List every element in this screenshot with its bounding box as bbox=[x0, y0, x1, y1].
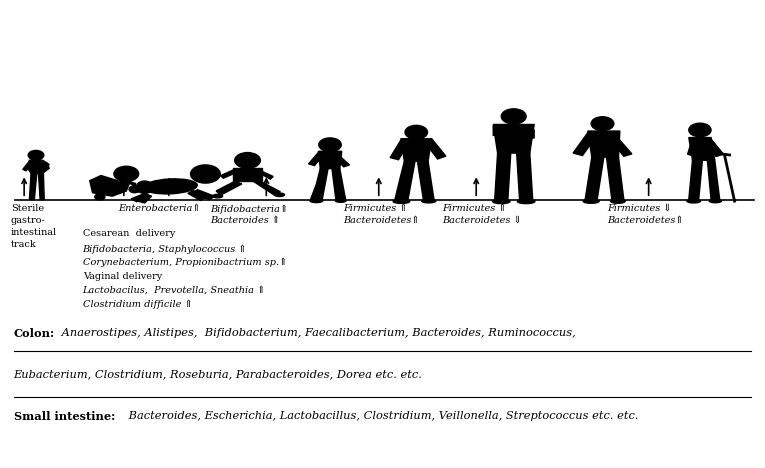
Text: Enterobacteria⇑: Enterobacteria⇑ bbox=[119, 204, 201, 213]
Polygon shape bbox=[607, 157, 623, 199]
Circle shape bbox=[95, 194, 105, 200]
Circle shape bbox=[591, 117, 614, 131]
Ellipse shape bbox=[493, 199, 510, 204]
Polygon shape bbox=[585, 157, 604, 199]
Polygon shape bbox=[516, 153, 532, 199]
Text: Sterile
gastro-
intestinal
track: Sterile gastro- intestinal track bbox=[11, 204, 57, 249]
Polygon shape bbox=[41, 162, 49, 167]
Polygon shape bbox=[192, 190, 215, 199]
Ellipse shape bbox=[213, 194, 223, 198]
Text: Bacteroides, Escherichia, Lactobacillus, Clostridium, Veillonella, Streptococcus: Bacteroides, Escherichia, Lactobacillus,… bbox=[125, 410, 638, 421]
Polygon shape bbox=[188, 190, 206, 200]
Polygon shape bbox=[308, 153, 324, 166]
Polygon shape bbox=[331, 153, 350, 167]
Polygon shape bbox=[311, 168, 328, 199]
Text: Firmicutes ⇑
Bacteroidetes ⇓: Firmicutes ⇑ Bacteroidetes ⇓ bbox=[442, 204, 522, 225]
Polygon shape bbox=[607, 132, 632, 156]
Circle shape bbox=[688, 123, 711, 137]
Ellipse shape bbox=[136, 181, 153, 193]
Polygon shape bbox=[588, 131, 620, 157]
Polygon shape bbox=[28, 160, 49, 173]
Circle shape bbox=[235, 153, 260, 168]
Circle shape bbox=[501, 109, 526, 124]
Text: Clostridium difficile ⇑: Clostridium difficile ⇑ bbox=[83, 299, 192, 308]
Polygon shape bbox=[688, 138, 715, 160]
Ellipse shape bbox=[687, 199, 701, 203]
Text: Eubacterium, Clostridium, Roseburia, Parabacteroides, Dorea etc. etc.: Eubacterium, Clostridium, Roseburia, Par… bbox=[14, 369, 422, 379]
Polygon shape bbox=[401, 139, 431, 161]
Ellipse shape bbox=[393, 199, 410, 204]
Polygon shape bbox=[38, 173, 44, 199]
Polygon shape bbox=[418, 161, 434, 199]
Text: Firmicutes ⇑
Bacteroidetes⇑: Firmicutes ⇑ Bacteroidetes⇑ bbox=[343, 204, 420, 225]
Polygon shape bbox=[688, 160, 702, 199]
Text: Small intestine:: Small intestine: bbox=[14, 410, 115, 422]
Circle shape bbox=[28, 150, 44, 160]
Circle shape bbox=[114, 166, 138, 182]
Polygon shape bbox=[573, 132, 597, 155]
Circle shape bbox=[319, 138, 341, 152]
Polygon shape bbox=[90, 176, 129, 196]
Polygon shape bbox=[233, 168, 262, 181]
Polygon shape bbox=[23, 161, 33, 171]
Ellipse shape bbox=[275, 193, 285, 197]
Ellipse shape bbox=[583, 199, 599, 203]
Ellipse shape bbox=[335, 199, 346, 202]
Polygon shape bbox=[132, 193, 151, 202]
Circle shape bbox=[405, 125, 428, 139]
Ellipse shape bbox=[143, 179, 197, 194]
Polygon shape bbox=[220, 170, 236, 178]
Circle shape bbox=[129, 186, 140, 193]
Polygon shape bbox=[29, 173, 37, 199]
Polygon shape bbox=[258, 170, 273, 179]
Text: Bifidobacteria, Staphylococcus ⇑: Bifidobacteria, Staphylococcus ⇑ bbox=[83, 244, 247, 254]
Text: Corynebacterium, Propionibactrium sp.⇑: Corynebacterium, Propionibactrium sp.⇑ bbox=[83, 258, 287, 267]
Text: Bifidobacteria⇑
Bacteroides ⇑: Bifidobacteria⇑ Bacteroides ⇑ bbox=[210, 204, 288, 226]
Polygon shape bbox=[688, 139, 700, 156]
Text: Firmicutes ⇓
Bacteroidetes⇑: Firmicutes ⇓ Bacteroidetes⇑ bbox=[607, 204, 684, 225]
Circle shape bbox=[190, 165, 220, 183]
Polygon shape bbox=[493, 124, 534, 153]
Polygon shape bbox=[138, 194, 151, 203]
Polygon shape bbox=[318, 151, 342, 168]
Text: Vaginal delivery: Vaginal delivery bbox=[83, 271, 162, 281]
Ellipse shape bbox=[517, 199, 535, 204]
Ellipse shape bbox=[709, 199, 721, 203]
Polygon shape bbox=[332, 168, 346, 199]
Polygon shape bbox=[216, 181, 242, 195]
Polygon shape bbox=[253, 181, 280, 195]
Polygon shape bbox=[423, 139, 446, 159]
Polygon shape bbox=[708, 160, 720, 199]
Text: Cesarean  delivery: Cesarean delivery bbox=[83, 229, 175, 238]
Polygon shape bbox=[495, 153, 511, 199]
Polygon shape bbox=[390, 140, 409, 160]
Ellipse shape bbox=[310, 199, 323, 203]
Polygon shape bbox=[499, 130, 534, 142]
Polygon shape bbox=[35, 160, 37, 162]
Text: Lactobacilus,  Prevotella, Sneathia ⇑: Lactobacilus, Prevotella, Sneathia ⇑ bbox=[83, 285, 266, 294]
Polygon shape bbox=[493, 126, 529, 140]
Ellipse shape bbox=[422, 199, 436, 203]
Ellipse shape bbox=[610, 199, 625, 203]
Text: Anaerostipes, Alistipes,  Bifidobacterium, Faecalibacterium, Bacteroides, Rumino: Anaerostipes, Alistipes, Bifidobacterium… bbox=[58, 328, 575, 338]
Polygon shape bbox=[704, 139, 724, 156]
Polygon shape bbox=[395, 161, 415, 199]
Text: Colon:: Colon: bbox=[14, 328, 55, 339]
